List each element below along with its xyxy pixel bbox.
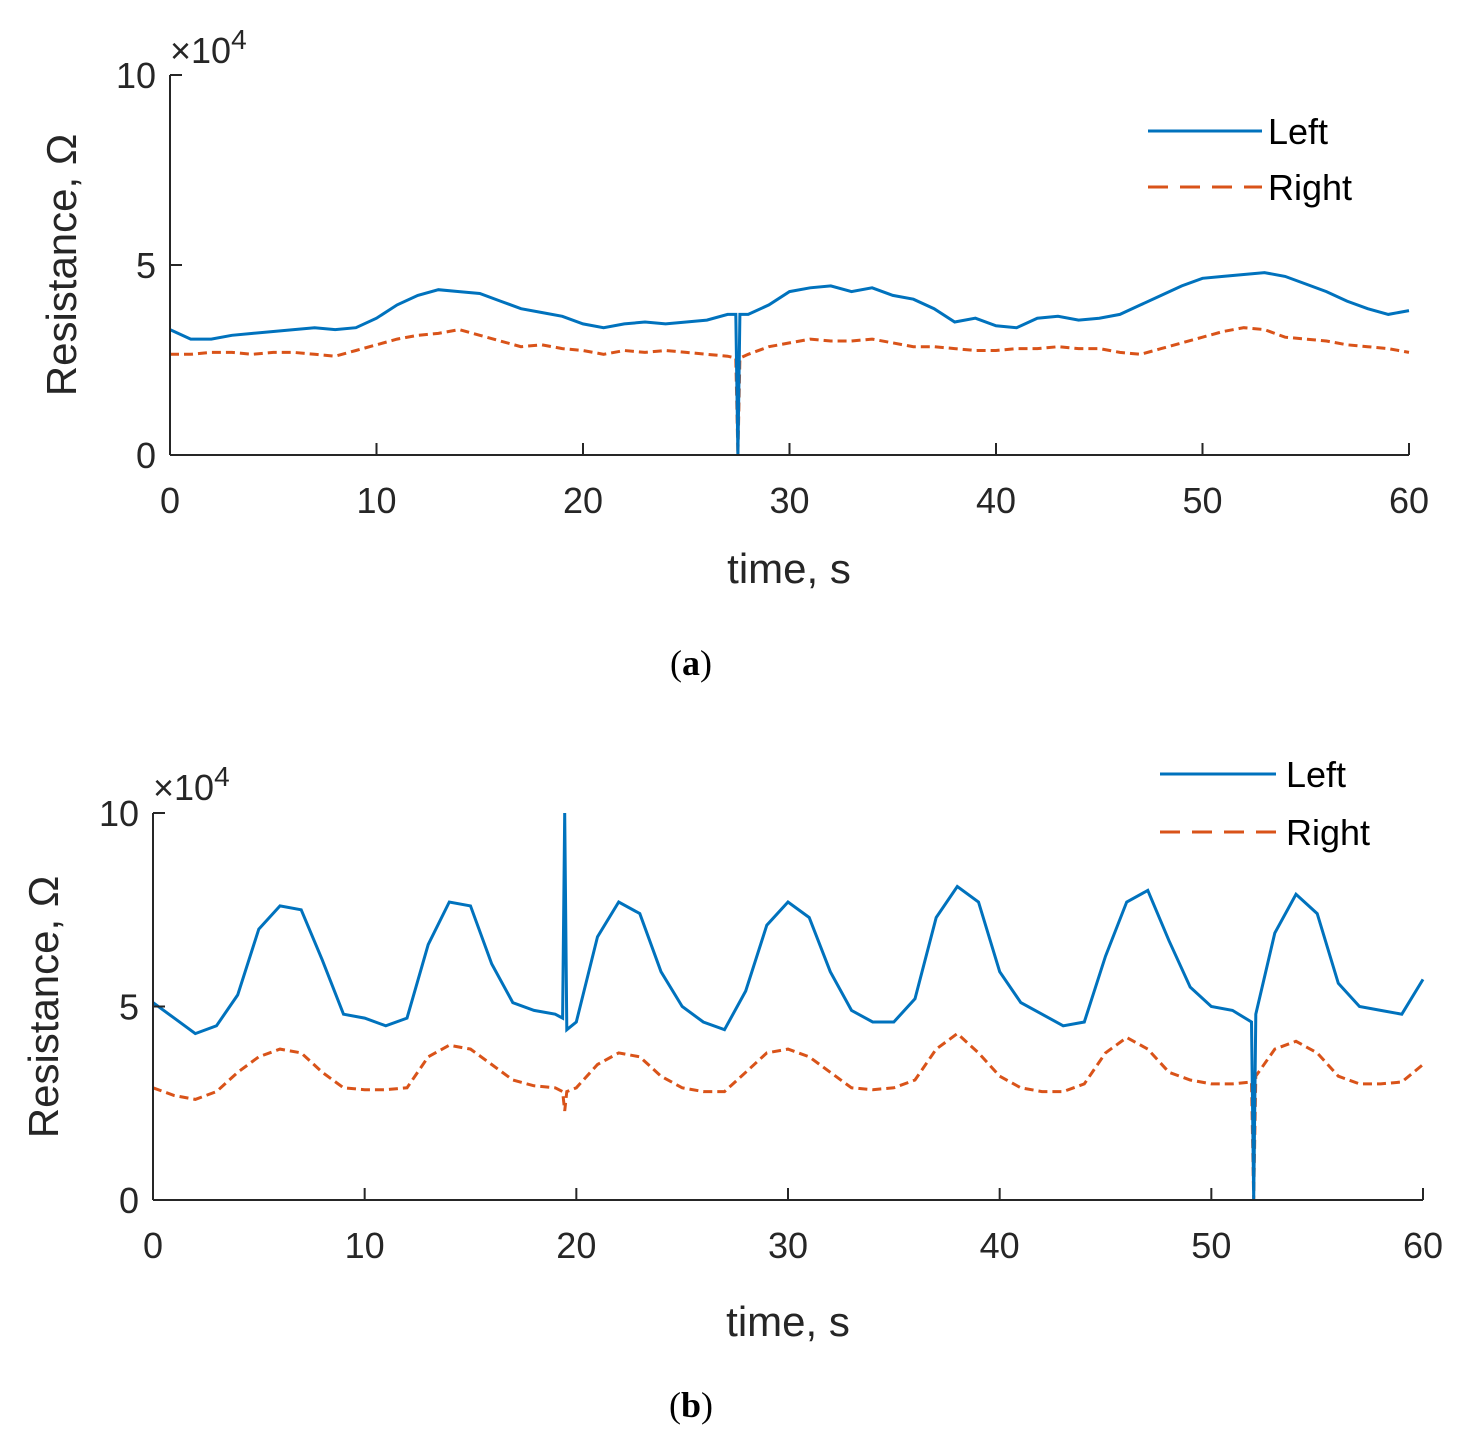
axes (152, 812, 1424, 1201)
y-tick-label: 10 (99, 793, 139, 834)
x-tick-label: 0 (160, 480, 180, 521)
x-tick-labels: 0 10 20 30 40 50 60 (160, 480, 1429, 521)
x-tick-label: 50 (1191, 1225, 1231, 1266)
series-group (152, 812, 1425, 1201)
x-tick-label: 10 (356, 480, 396, 521)
x-tick-label: 10 (345, 1225, 385, 1266)
y-tick-label: 0 (119, 1180, 139, 1221)
y-tick-label: 0 (136, 435, 156, 476)
x-tick-labels: 0 10 20 30 40 50 60 (143, 1225, 1443, 1266)
x-tick-label: 0 (143, 1225, 163, 1266)
x-tick-label: 50 (1182, 480, 1222, 521)
series-right-line (152, 1031, 1424, 1201)
x-tick-label: 60 (1389, 480, 1429, 521)
y-multiplier: ×104 (153, 761, 230, 808)
legend-label-left: Left (1268, 111, 1328, 152)
legend: Left Right (1160, 754, 1370, 853)
axes (169, 74, 1410, 456)
y-multiplier: ×104 (170, 24, 247, 71)
y-tick-labels: 0 5 10 (116, 55, 156, 476)
series-group (169, 271, 1410, 456)
panel-b: 0 10 20 30 40 50 60 0 5 10 ×104 time, s Resistan… (20, 754, 1443, 1425)
y-axis-label: Resistance, Ω (38, 134, 85, 397)
x-axis-label: time, s (727, 545, 851, 592)
plot-area (153, 813, 1423, 1200)
x-tick-label: 60 (1403, 1225, 1443, 1266)
panel-a: 0 10 20 30 40 50 60 0 5 10 ×104 time, s Resistan… (38, 24, 1429, 683)
y-axis-label: Resistance, Ω (20, 876, 67, 1139)
x-axis-label: time, s (726, 1298, 850, 1345)
y-tick-label: 5 (119, 987, 139, 1028)
y-tick-label: 10 (116, 55, 156, 96)
panel-caption-a: (a) (670, 643, 712, 683)
x-tick-label: 40 (980, 1225, 1020, 1266)
series-right-line (170, 326, 1410, 456)
legend: Left Right (1148, 111, 1352, 208)
plot-area (170, 75, 1409, 455)
x-tick-label: 30 (768, 1225, 808, 1266)
x-tick-label: 40 (976, 480, 1016, 521)
panel-caption-b: (b) (669, 1385, 713, 1425)
series-left-line (152, 812, 1425, 1201)
x-tick-label: 30 (769, 480, 809, 521)
legend-label-left: Left (1286, 754, 1346, 795)
y-tick-labels: 0 5 10 (99, 793, 139, 1221)
y-tick-label: 5 (136, 245, 156, 286)
x-tick-label: 20 (556, 1225, 596, 1266)
legend-label-right: Right (1268, 167, 1352, 208)
series-left-line (169, 271, 1410, 456)
x-tick-label: 20 (563, 480, 603, 521)
legend-label-right: Right (1286, 812, 1370, 853)
